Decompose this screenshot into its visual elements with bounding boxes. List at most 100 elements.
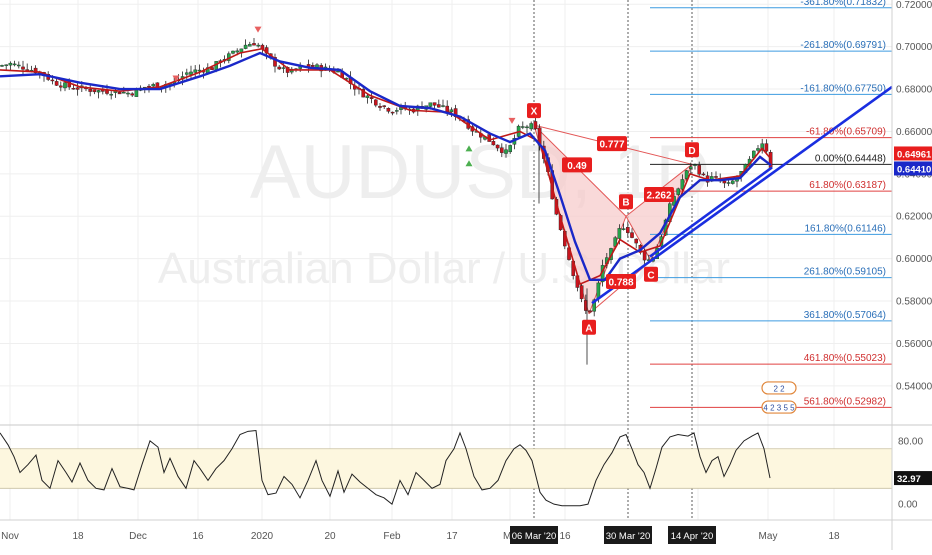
trend-line	[591, 85, 893, 305]
price-tick-label: 0.66000	[896, 127, 932, 138]
time-marker-label: 14 Apr '20	[671, 531, 714, 542]
pattern-triangle-bcd	[626, 164, 692, 261]
pattern-point-label: A	[585, 323, 592, 334]
time-tick-label: 20	[324, 531, 336, 542]
price-tick-label: 0.60000	[896, 254, 932, 265]
oscillator-value-label: 32.97	[897, 474, 921, 485]
price-tick-label: 0.54000	[896, 381, 932, 392]
time-marker-box	[668, 526, 716, 544]
oscillator-value-tag	[894, 471, 932, 486]
candle-body	[126, 92, 130, 95]
time-tick-label: 16	[192, 531, 204, 542]
candle-body	[726, 182, 731, 184]
last-price-tag	[894, 146, 932, 161]
candle-body	[579, 285, 584, 300]
pattern-point-label: B	[622, 198, 629, 209]
last-price-label: 0.64961	[897, 149, 932, 160]
time-tick-label: 18	[828, 531, 840, 542]
price-tick-label: 0.62000	[896, 212, 932, 223]
candle-body	[184, 72, 189, 75]
candle-body	[281, 67, 286, 69]
fib-level-label: 61.80%(0.63187)	[809, 180, 886, 191]
candle-body	[760, 143, 764, 151]
pattern-point-c	[644, 266, 658, 282]
candle-body	[382, 105, 387, 107]
fib-level-label: 361.80%(0.57064)	[804, 310, 886, 321]
fib-level-label: 561.80%(0.52982)	[804, 396, 886, 407]
candle-body	[500, 147, 504, 153]
candle-body	[504, 149, 508, 154]
time-tick-label: May	[759, 531, 778, 542]
oscillator-tick-label: 0.00	[898, 500, 918, 511]
candle-body	[525, 126, 529, 129]
candle-body	[445, 105, 450, 112]
candle-body	[243, 44, 248, 49]
candle-body	[109, 93, 113, 96]
pattern-ratio-box	[606, 273, 636, 289]
price-tick-label: 0.58000	[896, 297, 932, 308]
candle-body	[63, 82, 67, 89]
candle-body	[17, 64, 21, 67]
candle-body	[731, 180, 735, 184]
fib-level-label: 0.00%(0.64448)	[815, 153, 886, 164]
trend-lines	[591, 85, 893, 305]
fib-level-label: -61.80%(0.65709)	[806, 127, 886, 138]
candle-body	[697, 165, 701, 175]
candle-body	[256, 44, 261, 47]
price-tick-label: 0.56000	[896, 339, 932, 350]
oscillator-band	[0, 448, 892, 489]
candle-body	[428, 102, 433, 107]
candle-body	[626, 226, 630, 233]
candle-body	[395, 110, 399, 112]
candle-body	[231, 50, 235, 54]
candle-body	[701, 173, 706, 176]
candle-body	[54, 81, 59, 86]
down-arrow-marker	[172, 75, 180, 82]
xabcd-labels: X A B C D 0.777 0.49 0.788 2.262	[527, 103, 699, 335]
candle-body	[336, 70, 340, 73]
time-tick-label: 16	[559, 531, 571, 542]
candle-body	[374, 99, 378, 106]
candle-body	[50, 79, 55, 82]
candle-body	[92, 89, 97, 93]
event-badge-icon	[761, 381, 797, 395]
candle-body	[193, 69, 198, 73]
candle-body	[617, 228, 622, 239]
time-marker-box	[604, 526, 652, 544]
fib-level-label: -361.80%(0.71832)	[800, 0, 886, 8]
candle-body	[437, 104, 441, 108]
candle-body	[521, 126, 525, 128]
candle-body	[390, 111, 395, 114]
last-price-tag	[894, 161, 932, 176]
down-arrow-marker	[508, 117, 516, 124]
fib-level-label: 161.80%(0.61146)	[804, 223, 886, 234]
candle-body	[210, 67, 214, 70]
candle-body	[693, 164, 697, 166]
up-arrow-marker	[465, 145, 473, 152]
price-tick-label: 0.72000	[896, 0, 932, 11]
candle-body	[273, 57, 277, 67]
time-tick-label: Feb	[383, 531, 401, 542]
candle-body	[121, 91, 126, 94]
fib-level-label: -161.80%(0.67750)	[800, 83, 886, 94]
pattern-point-label: C	[647, 270, 654, 281]
candle-body	[96, 90, 101, 93]
trend-line	[649, 166, 773, 258]
oscillator-line	[0, 429, 771, 507]
candle-body	[613, 237, 617, 247]
candle-body	[117, 91, 122, 95]
candle-body	[197, 69, 202, 72]
candle-body	[588, 310, 592, 313]
candle-body	[441, 105, 445, 107]
event-badge-icon	[761, 400, 797, 414]
pattern-ratio-label: 2.262	[646, 191, 671, 202]
event-badge-text: 2 2	[773, 384, 785, 393]
time-tick-label: 18	[72, 531, 84, 542]
candle-body	[59, 85, 63, 88]
down-arrow-marker	[254, 26, 262, 33]
time-tick-label: 17	[446, 531, 458, 542]
pattern-ratio-box	[597, 136, 627, 152]
pattern-ratio-box	[644, 187, 674, 203]
